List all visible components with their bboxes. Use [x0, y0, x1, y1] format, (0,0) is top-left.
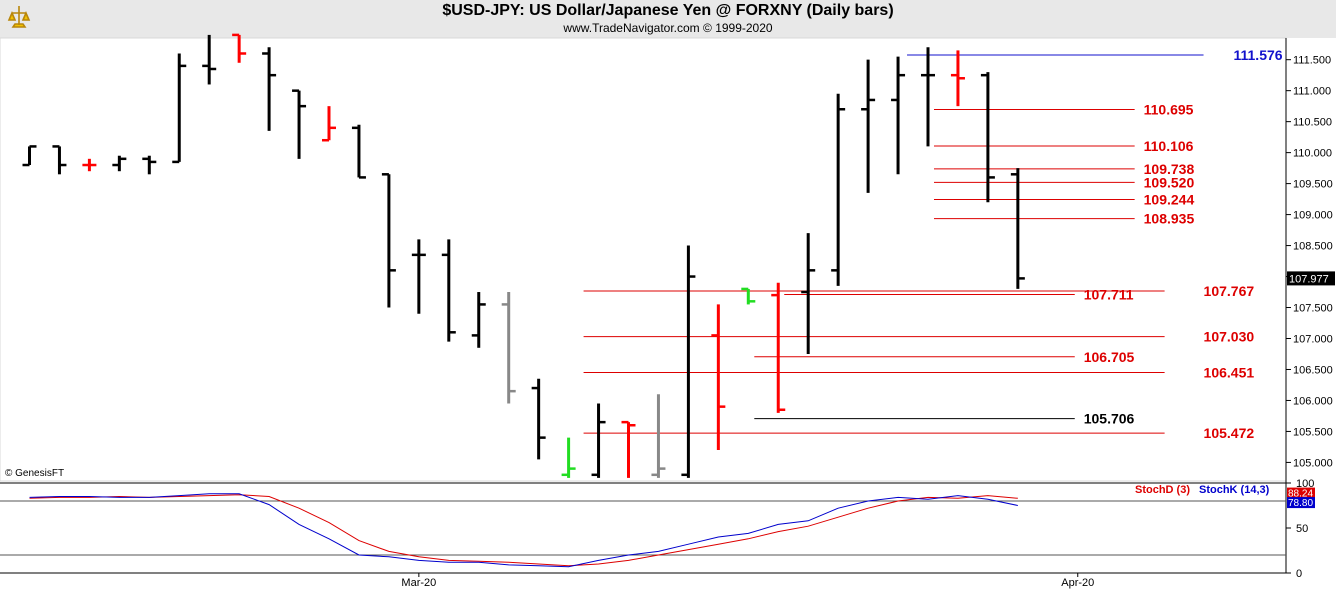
stoch-k-last-label: 78.80 — [1288, 498, 1313, 509]
trade-navigator-logo-icon — [7, 6, 31, 28]
ohlc-bar — [621, 420, 636, 478]
price-y-tick-label: 107.000 — [1293, 333, 1333, 345]
price-y-tick-label: 110.500 — [1293, 117, 1332, 129]
price-y-tick-label: 111.500 — [1293, 55, 1331, 67]
ohlc-bar — [891, 56, 906, 175]
price-y-tick-label: 107.500 — [1293, 303, 1333, 315]
level-label: 107.030 — [1204, 329, 1255, 345]
level-label: 108.935 — [1144, 211, 1195, 227]
stoch-y-tick-label: 0 — [1296, 568, 1302, 580]
ohlc-bar — [351, 124, 366, 179]
ohlc-bar — [322, 106, 336, 142]
stoch-y-tick-label: 100 — [1296, 478, 1314, 490]
price-y-tick-label: 109.000 — [1293, 210, 1333, 222]
price-y-tick-label: 106.000 — [1293, 395, 1333, 407]
chart-title: $USD-JPY: US Dollar/Japanese Yen @ FORXN… — [442, 2, 894, 19]
ohlc-bar — [950, 50, 965, 107]
last-price-label: 107.977 — [1289, 273, 1329, 285]
stochastic-panel: Mar-20 Apr-20 0 50 100 StochD (3) StochK (14,3… — [0, 478, 1315, 589]
ohlc-bar — [980, 72, 995, 203]
stoch-k-last-box — [1287, 497, 1315, 509]
ohlc-bar — [801, 233, 816, 354]
price-y-tick-label: 111.000 — [1293, 86, 1331, 98]
chart-header: $USD-JPY: US Dollar/Japanese Yen @ FORXN… — [0, 0, 1336, 38]
ohlc-bar — [381, 173, 396, 308]
level-label: 105.706 — [1084, 411, 1135, 427]
level-label: 107.711 — [1084, 286, 1134, 302]
ohlc-bar — [651, 394, 666, 478]
price-y-tick-label: 110.000 — [1293, 148, 1332, 160]
level-label: 109.520 — [1144, 174, 1195, 190]
ohlc-bar — [172, 53, 187, 164]
ohlc-bar — [411, 239, 426, 314]
stoch-legend-k: StochK (14,3) — [1199, 484, 1270, 496]
ohlc-bar — [262, 47, 277, 131]
ohlc-bar — [921, 47, 935, 147]
level-label: 109.738 — [1144, 161, 1195, 177]
ohlc-bar — [561, 437, 576, 478]
level-label: 111.576 — [1233, 47, 1282, 63]
ohlc-bar — [711, 304, 726, 451]
ohlc-bar — [831, 93, 846, 286]
level-label: 110.695 — [1144, 102, 1194, 118]
ohlc-bar — [741, 287, 756, 305]
stoch-d-last-box — [1287, 487, 1315, 499]
genesis-credit: © GenesisFT — [5, 468, 65, 479]
ohlc-bar — [501, 292, 516, 404]
ohlc-bar — [22, 145, 37, 167]
ohlc-bar — [142, 155, 157, 175]
ohlc-bar — [292, 89, 307, 159]
level-label: 109.244 — [1144, 191, 1195, 207]
ohlc-bar — [112, 155, 127, 172]
level-label: 110.106 — [1144, 138, 1194, 154]
ohlc-bar — [232, 33, 247, 63]
ohlc-bar — [202, 34, 217, 85]
stoch-legend-d: StochD (3) — [1135, 484, 1190, 496]
ohlc-bar — [441, 239, 456, 342]
price-y-tick-label: 105.000 — [1293, 457, 1333, 469]
stoch-series-line — [29, 494, 1018, 567]
stoch-d-last-label: 88.24 — [1288, 489, 1313, 500]
level-label: 107.767 — [1204, 283, 1255, 299]
ohlc-bar — [771, 282, 786, 413]
x-tick-label: Apr-20 — [1061, 577, 1094, 589]
ohlc-bar — [1010, 168, 1025, 289]
ohlc-bar — [531, 378, 546, 460]
ohlc-bar — [591, 403, 606, 478]
ohlc-bar — [471, 292, 486, 348]
last-price-box — [1287, 271, 1335, 286]
stoch-series-line — [29, 493, 1018, 568]
price-y-tick-label: 106.500 — [1293, 364, 1333, 376]
x-tick-label: Mar-20 — [401, 577, 436, 589]
chart-subtitle: www.TradeNavigator.com © 1999-2020 — [563, 21, 773, 35]
price-y-tick-label: 108.500 — [1293, 241, 1333, 253]
ohlc-bar — [681, 245, 696, 478]
price-y-tick-label: 105.500 — [1293, 426, 1333, 438]
level-label: 106.451 — [1204, 365, 1255, 381]
stoch-y-tick-label: 50 — [1296, 523, 1308, 535]
ohlc-bar — [52, 145, 67, 175]
price-y-tick-label: 109.500 — [1293, 179, 1333, 191]
price-panel: 105.000 105.500 106.000 106.500 107.000 107.5… — [0, 33, 1335, 573]
ohlc-bar — [82, 158, 97, 172]
ohlc-bar — [861, 59, 876, 193]
level-label: 105.472 — [1204, 425, 1255, 441]
level-label: 106.705 — [1084, 349, 1135, 365]
